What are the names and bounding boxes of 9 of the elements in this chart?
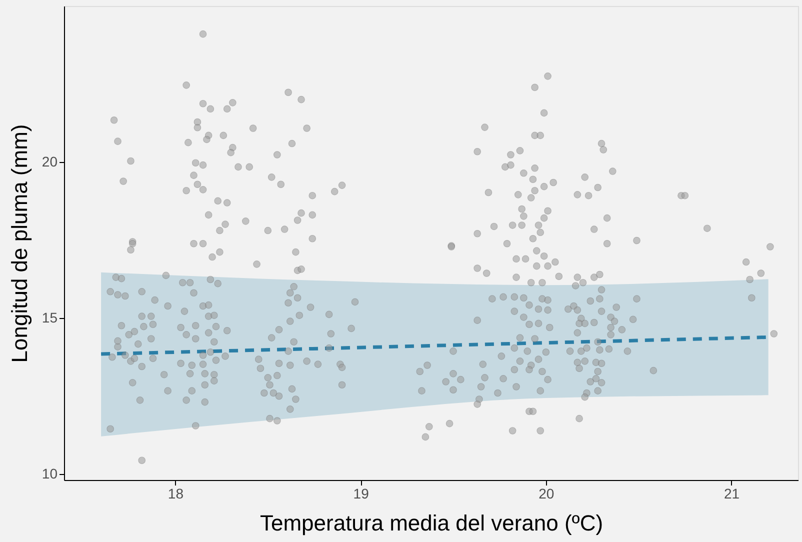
x-tick-label: 20 [538, 486, 554, 502]
y-tick-label: 20 [42, 153, 58, 170]
x-tick-label: 21 [724, 486, 740, 502]
y-tick-label: 15 [42, 309, 58, 326]
y-axis-title: Longitud de pluma (mm) [6, 124, 32, 363]
x-axis-title: Temperatura media del verano (ºC) [260, 510, 604, 536]
x-tick-label: 18 [168, 486, 184, 502]
y-tick-label: 10 [42, 465, 58, 482]
x-tick-label: 19 [353, 486, 370, 502]
